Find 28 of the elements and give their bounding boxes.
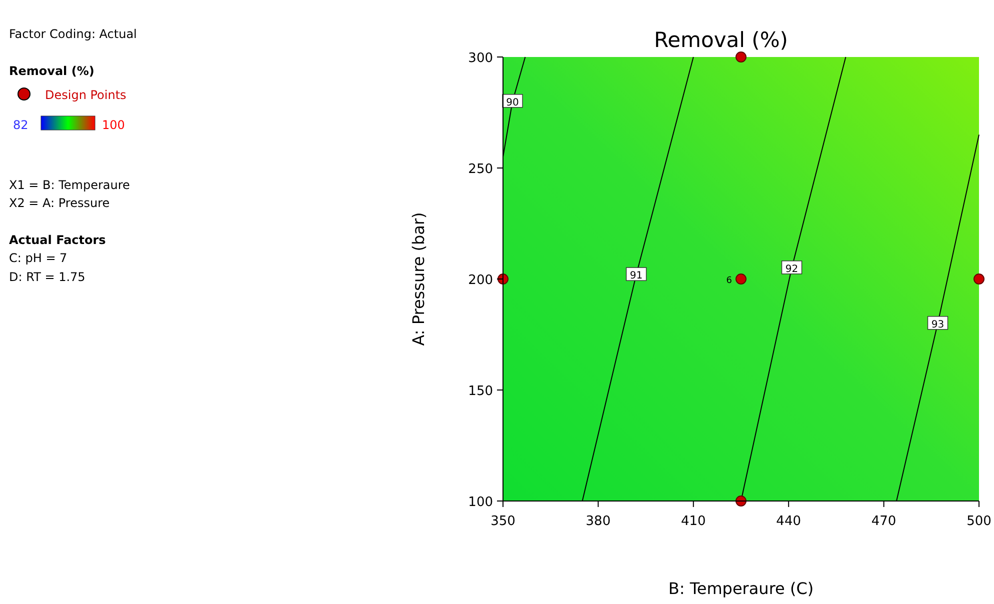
y-tick-label: 300 (468, 51, 493, 66)
chart-title: Removal (%) (654, 28, 788, 52)
x-tick-label: 470 (871, 514, 896, 529)
text: Actual Factors (9, 233, 106, 247)
point (974, 274, 984, 284)
text: X2 = A: Pressure (9, 196, 110, 210)
x-axis-title: B: Temperaure (C) (668, 579, 814, 598)
y-tick-label: 150 (468, 384, 493, 399)
y-axis-title: A: Pressure (bar) (409, 212, 428, 346)
text: 82 (13, 118, 28, 132)
x-tick-label: 410 (680, 514, 706, 529)
text: 100 (102, 118, 125, 132)
x-tick-label: 380 (586, 514, 611, 529)
legend-label: Design Points (45, 88, 126, 102)
annotation: 6 (726, 276, 732, 286)
point (736, 52, 746, 62)
x-tick-label: 500 (966, 514, 992, 529)
point (736, 274, 746, 284)
x-tick-label: 440 (776, 514, 802, 529)
legend-title: Removal (%) (9, 64, 94, 78)
y-tick-label: 250 (468, 162, 493, 177)
y-tick-label: 200 (468, 273, 493, 288)
text: D: RT = 1.75 (9, 270, 86, 284)
text: C: pH = 7 (9, 251, 68, 265)
y-tick-label: 100 (468, 495, 493, 510)
x-tick-label: 350 (490, 514, 516, 529)
text: X1 = B: Temperaure (9, 178, 130, 192)
text: Factor Coding: Actual (9, 27, 137, 41)
